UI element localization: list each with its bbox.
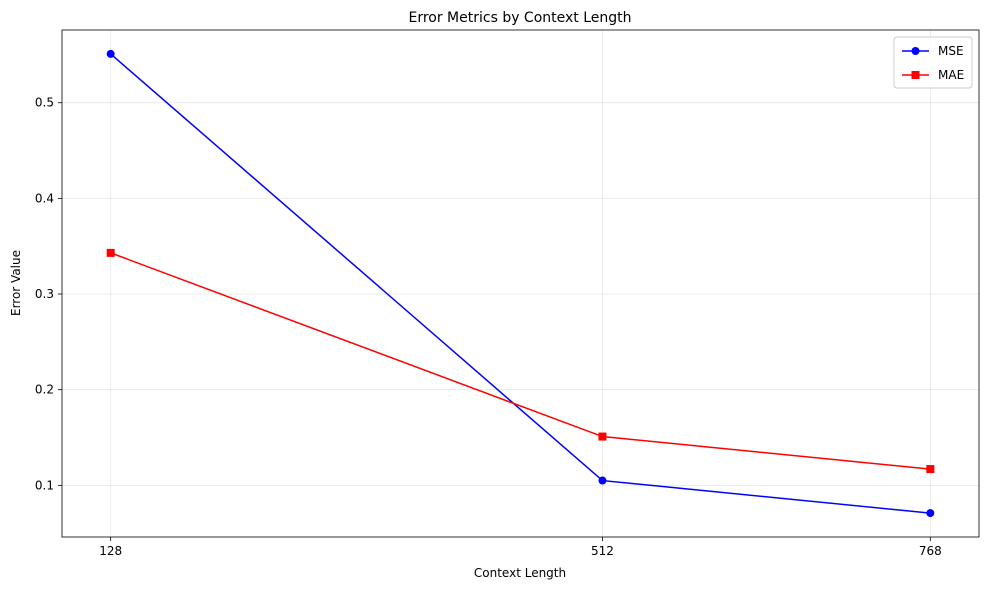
mse-point: [926, 509, 935, 518]
mse-point: [598, 476, 607, 485]
x-tick-label: 128: [99, 544, 122, 558]
legend-marker-mse: [911, 47, 920, 55]
series-group: [106, 49, 935, 518]
x-tick-label: 512: [591, 544, 614, 558]
mae-point: [926, 465, 935, 474]
mae-series-line: [110, 252, 931, 470]
chart-title: Error Metrics by Context Length: [408, 10, 631, 26]
y-tick-label: 0.2: [35, 383, 54, 397]
axis-ticks: 128 512 768 0.1 0.2 0.3 0.4 0.5: [35, 96, 942, 558]
y-tick-label: 0.5: [35, 96, 54, 110]
mae-point: [106, 248, 115, 257]
x-axis-label: Context Length: [474, 566, 566, 580]
legend-label-mae: MAE: [938, 68, 964, 82]
y-axis-label: Error Value: [9, 250, 23, 316]
mse-point: [106, 49, 115, 58]
legend-marker-mae: [911, 71, 920, 79]
x-tick-label: 768: [919, 544, 942, 558]
mse-series-line: [110, 53, 931, 514]
y-tick-label: 0.4: [35, 191, 54, 205]
legend: MSE MAE: [893, 36, 973, 89]
mae-point: [598, 432, 607, 441]
y-tick-label: 0.3: [35, 287, 54, 301]
y-tick-label: 0.1: [35, 478, 54, 492]
legend-label-mse: MSE: [938, 44, 964, 58]
grid-lines: [62, 30, 979, 537]
plot-frame: [61, 29, 980, 538]
